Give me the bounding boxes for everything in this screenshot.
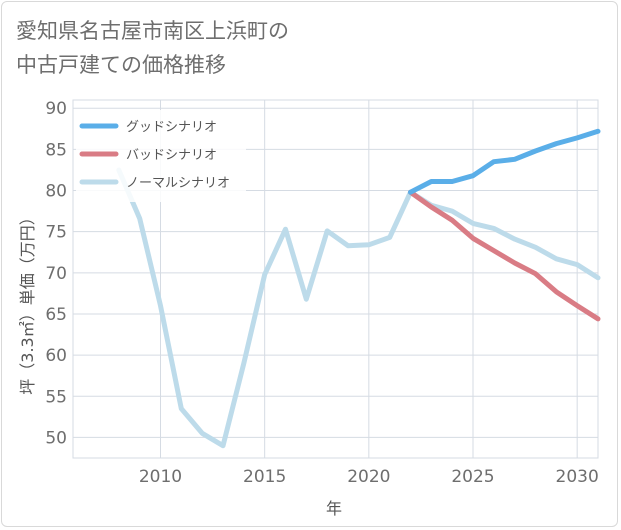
chart-title: 愛知県名古屋市南区上浜町の 中古戸建ての価格推移 xyxy=(16,14,289,82)
y-tick-label: 60 xyxy=(45,346,67,366)
series-line-0 xyxy=(408,128,601,195)
x-tick-label: 2020 xyxy=(347,467,390,487)
y-tick-label: 70 xyxy=(45,264,67,284)
y-tick-labels: 50 55 60 65 70 75 80 85 90 xyxy=(45,99,67,448)
series-line-2 xyxy=(116,167,601,449)
chart-title-line-1: 愛知県名古屋市南区上浜町の xyxy=(16,19,289,43)
x-tick-label: 2030 xyxy=(556,467,599,487)
grid-lines xyxy=(72,99,599,459)
x-tick-label: 2010 xyxy=(139,467,182,487)
y-tick-label: 85 xyxy=(45,140,67,160)
legend-label: ノーマルシナリオ xyxy=(126,176,230,191)
x-tick-label: 2015 xyxy=(243,467,286,487)
x-tick-labels: 2010 2015 2020 2025 2030 xyxy=(139,467,599,487)
series-line-1 xyxy=(408,189,601,322)
y-tick-label: 80 xyxy=(45,182,67,202)
y-tick-label: 55 xyxy=(45,387,67,407)
x-tick-label: 2025 xyxy=(451,467,494,487)
legend-label: グッドシナリオ xyxy=(126,120,217,135)
y-axis-title: 坪（3.3㎡）単価（万円） xyxy=(18,209,37,394)
series-lines xyxy=(116,128,601,449)
y-tick-label: 65 xyxy=(45,305,67,325)
y-tick-label: 90 xyxy=(45,99,67,119)
x-axis-title: 年 xyxy=(326,499,342,518)
chart-title-line-2: 中古戸建ての価格推移 xyxy=(16,53,226,77)
y-tick-label: 75 xyxy=(45,223,67,243)
y-tick-label: 50 xyxy=(45,428,67,448)
legend-label: バッドシナリオ xyxy=(126,148,217,163)
